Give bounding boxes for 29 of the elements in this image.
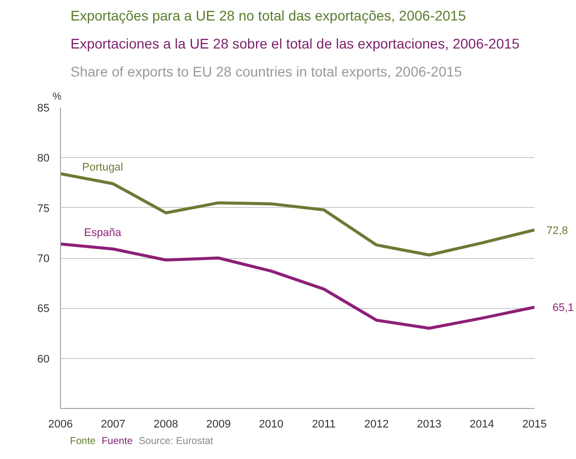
source-note: Source: Eurostat [138, 436, 214, 447]
x-tick-label: 2006 [48, 418, 73, 430]
x-tick-label: 2007 [100, 418, 126, 430]
x-tick-label: 2010 [258, 418, 284, 430]
x-tick-label: 2014 [470, 418, 494, 430]
y-tick-label: 60 [37, 353, 50, 366]
line-series [60, 242, 534, 330]
series-label: Portugal [82, 162, 124, 174]
text: Fuente [102, 436, 133, 447]
x-tick-label: 2015 [522, 418, 547, 430]
chart-title: Exportações para a UE 28 no total das exportações, 2006-2015 [70, 8, 466, 24]
y-axis-title: % [52, 92, 62, 102]
text: Share of exports to EU 28 countries in total exports, 2006-2015 [70, 64, 462, 80]
series-label: España [84, 226, 122, 239]
y-tick-label: 65 [37, 303, 50, 316]
y-tick-label: 85 [37, 102, 50, 114]
chart-subtitle: Exportaciones a la UE 28 sobre el total de las exportaciones, 2006-2015 [70, 36, 520, 52]
y-tick-label: 75 [37, 202, 50, 215]
text: Fonte [70, 436, 96, 447]
x-tick-label: 2011 [312, 418, 336, 430]
x-tick-label: 2012 [364, 418, 389, 430]
x-tick-label: 2008 [154, 418, 178, 430]
data-label: 72,8 [546, 224, 568, 237]
y-tick-label: 70 [37, 253, 50, 265]
y-tick-label: 80 [37, 152, 50, 165]
line-series [60, 172, 534, 256]
x-tick-label: 2013 [416, 418, 442, 430]
x-tick-label: 2009 [206, 418, 231, 430]
data-label: 65,1 [552, 302, 574, 314]
